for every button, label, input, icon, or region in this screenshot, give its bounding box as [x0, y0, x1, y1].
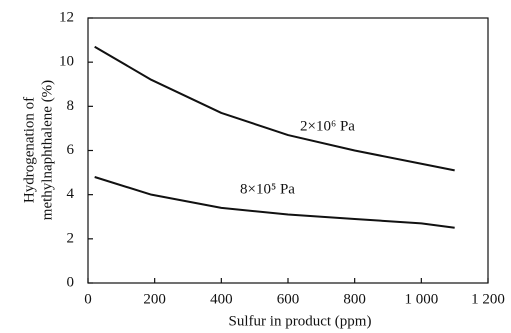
x-tick-label: 1 200: [471, 291, 505, 307]
plot-frame: [87, 17, 489, 284]
y-tick-label: 0: [67, 274, 75, 290]
x-tick-label: 800: [343, 291, 366, 307]
y-tick-label: 8: [67, 98, 75, 114]
series-line: [94, 176, 455, 229]
x-tick-label: 600: [277, 291, 300, 307]
x-tick-label: 1 000: [404, 291, 438, 307]
y-tick-label: 10: [59, 54, 74, 70]
x-tick-label: 200: [143, 291, 166, 307]
y-tick-label: 6: [67, 142, 75, 158]
x-tick-label: 0: [84, 291, 92, 307]
y-tick-label: 12: [59, 9, 74, 25]
x-axis-label: Sulfur in product (ppm): [229, 313, 372, 329]
series-line: [94, 45, 455, 172]
x-tick-label: 400: [210, 291, 233, 307]
y-axis-label: methylnaphthalene (%): [39, 80, 55, 220]
y-tick-label: 2: [67, 230, 75, 246]
y-axis-label: Hydrogenation of: [21, 97, 37, 203]
series-label: 2×10⁶ Pa: [300, 118, 355, 134]
series-label: 8×10⁵ Pa: [240, 181, 295, 197]
y-tick-label: 4: [67, 186, 75, 202]
